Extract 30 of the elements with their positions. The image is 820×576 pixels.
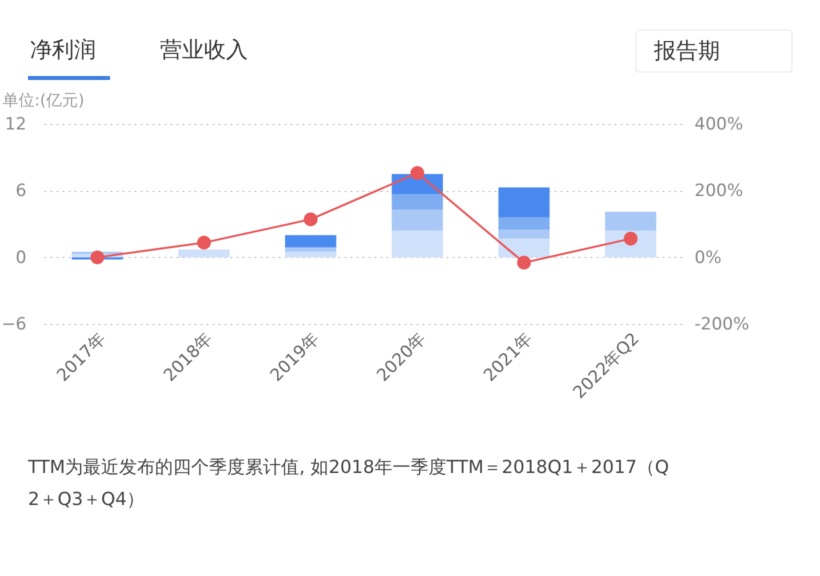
bar bbox=[392, 194, 443, 210]
bar bbox=[605, 212, 656, 231]
bar bbox=[498, 238, 550, 258]
y-tick-label: 0 bbox=[16, 248, 26, 268]
point bbox=[410, 166, 424, 180]
bar bbox=[178, 250, 230, 258]
y-tick-label: 12 bbox=[4, 114, 26, 134]
bar bbox=[498, 187, 550, 218]
bar bbox=[285, 247, 336, 252]
chart-title: 净利润 bbox=[30, 38, 96, 63]
point bbox=[197, 236, 211, 250]
y2-tick-label: 0% bbox=[694, 248, 722, 268]
y-axis-title: 单位:(亿元) bbox=[2, 90, 84, 110]
y2-tick-label: -200% bbox=[694, 314, 750, 334]
y-tick-label: −6 bbox=[1, 314, 26, 334]
bar bbox=[285, 252, 336, 258]
point bbox=[90, 250, 104, 264]
bar bbox=[285, 235, 336, 248]
point bbox=[304, 212, 318, 226]
y2-tick-label: 200% bbox=[694, 181, 744, 202]
bar bbox=[392, 210, 443, 231]
y2-tick-label: 400% bbox=[694, 114, 744, 134]
bar bbox=[498, 230, 550, 238]
y-tick-label: 6 bbox=[16, 181, 26, 202]
bar bbox=[498, 217, 550, 230]
bar bbox=[392, 230, 443, 258]
text: 营业收入 bbox=[160, 38, 248, 63]
point bbox=[517, 256, 531, 270]
text: TTM为最近发布的四个季度累计值, 如2018年一季度TTM＝2018Q1＋2017（Q2＋Q3＋Q4） bbox=[27, 457, 670, 510]
text: 报告期 bbox=[653, 39, 720, 64]
